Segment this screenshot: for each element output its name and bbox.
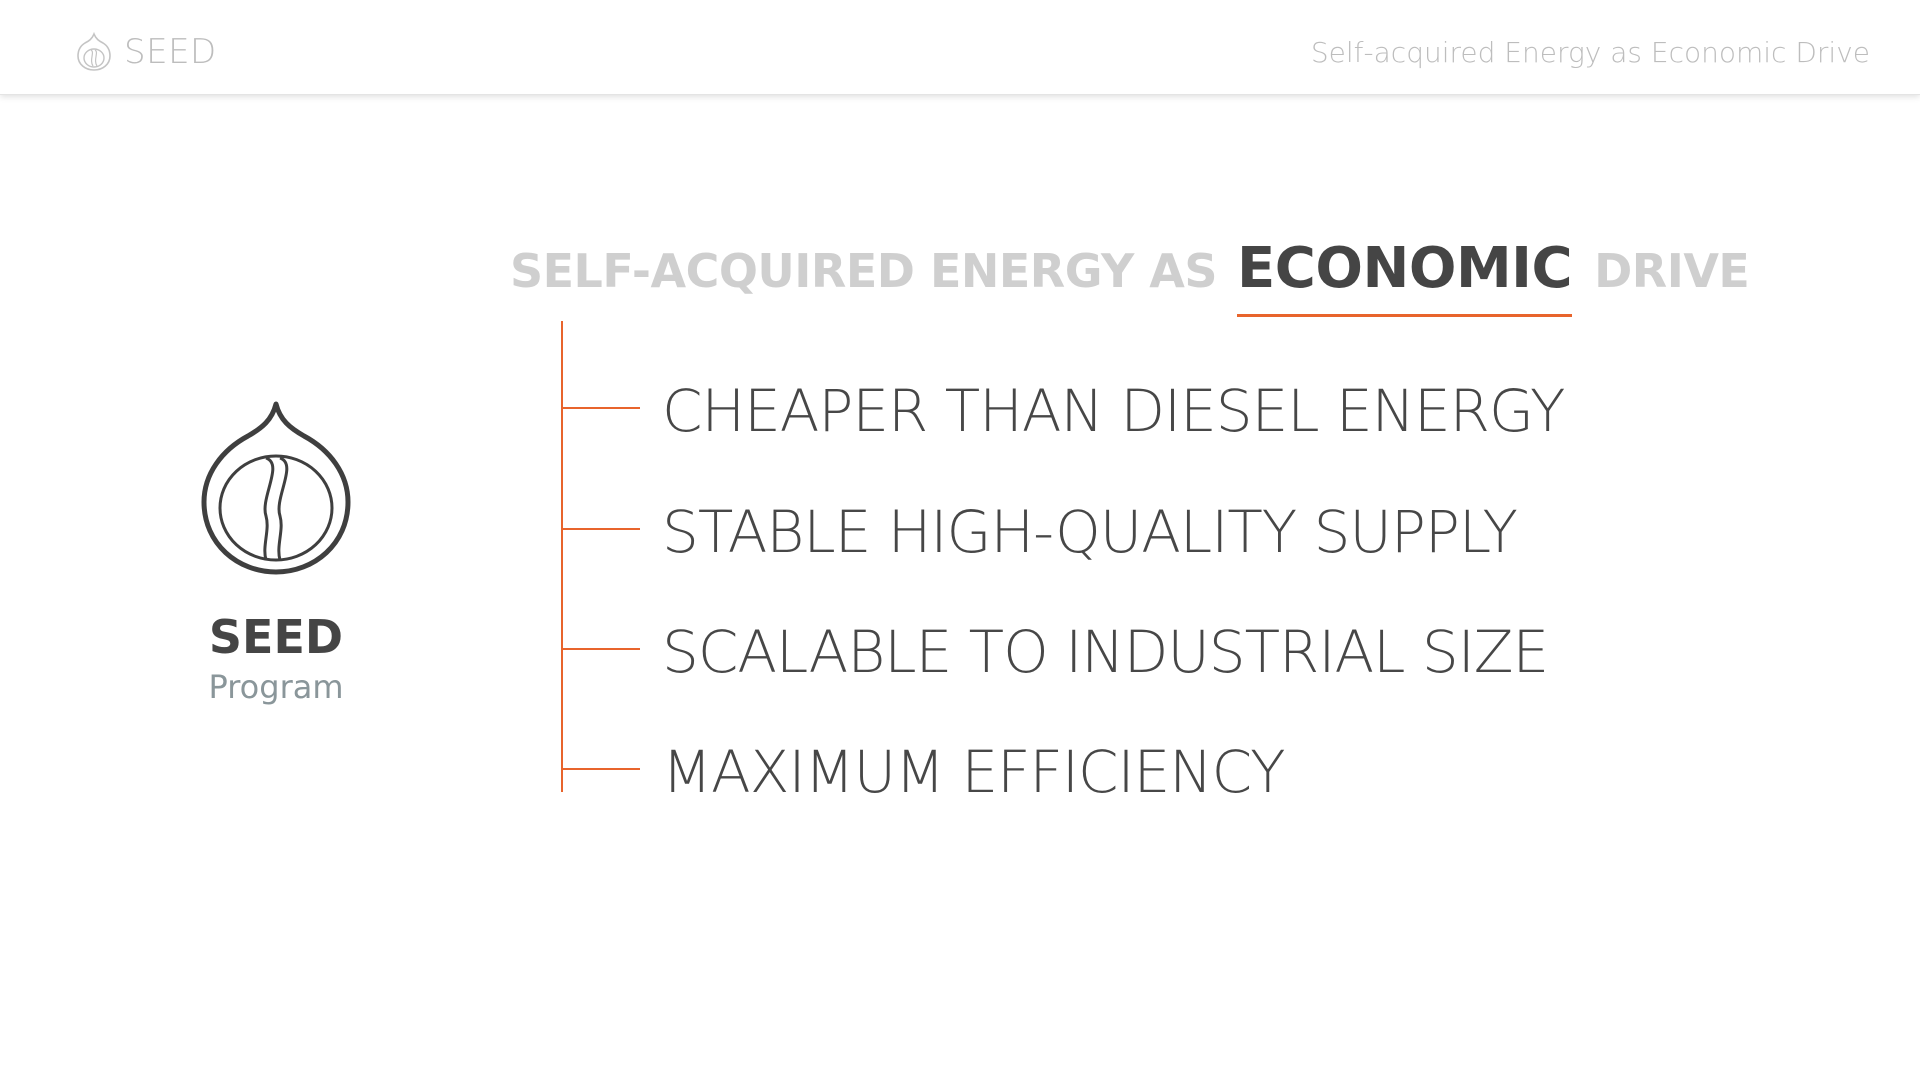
seed-icon: [76, 31, 112, 72]
title-underline: [1237, 314, 1573, 317]
title-highlight: ECONOMIC: [1237, 236, 1573, 317]
seed-subtitle: Program: [208, 668, 344, 706]
bracket-tick: [561, 407, 640, 409]
brand[interactable]: SEED: [76, 31, 217, 72]
title-suffix: DRIVE: [1594, 244, 1750, 298]
bracket-tick: [561, 768, 640, 770]
seed-name: SEED: [208, 610, 344, 664]
brand-name: SEED: [124, 32, 217, 72]
list-item: STABLE HIGH-QUALITY SUPPLY: [662, 498, 1518, 566]
bracket-line: [561, 321, 563, 792]
bracket-tick: [561, 528, 640, 530]
title-highlight-text: ECONOMIC: [1237, 236, 1573, 301]
list-item: SCALABLE TO INDUSTRIAL SIZE: [662, 618, 1549, 686]
list-item: CHEAPER THAN DIESEL ENERGY: [662, 377, 1565, 445]
seed-icon: [196, 398, 356, 578]
slide-title: SELF-ACQUIRED ENERGY AS ECONOMIC DRIVE: [510, 236, 1770, 317]
header-bar: SEED Self-acquired Energy as Economic Dr…: [0, 0, 1920, 95]
bracket-tick: [561, 648, 640, 650]
header-subtitle: Self-acquired Energy as Economic Drive: [1310, 36, 1870, 69]
list-item: MAXIMUM EFFICIENCY: [662, 738, 1286, 806]
title-prefix: SELF-ACQUIRED ENERGY AS: [510, 244, 1218, 298]
